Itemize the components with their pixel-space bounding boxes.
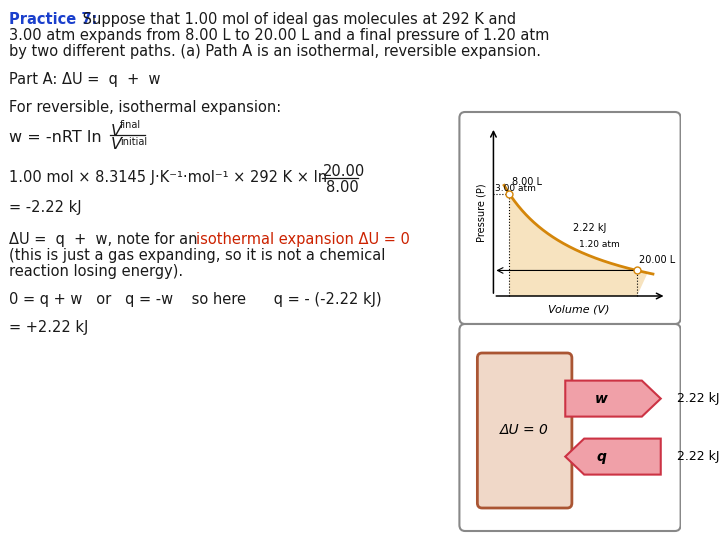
Text: For reversible, isothermal expansion:: For reversible, isothermal expansion:	[9, 100, 282, 115]
Text: Pressure (P): Pressure (P)	[476, 184, 486, 242]
FancyArrow shape	[565, 381, 661, 416]
Text: 2.22 kJ: 2.22 kJ	[677, 392, 719, 405]
Text: Suppose that 1.00 mol of ideal gas molecules at 292 K and: Suppose that 1.00 mol of ideal gas molec…	[78, 12, 516, 27]
Text: Volume (V): Volume (V)	[548, 304, 609, 314]
Text: reaction losing energy).: reaction losing energy).	[9, 264, 184, 279]
Text: 8.00: 8.00	[326, 180, 359, 195]
Text: = +2.22 kJ: = +2.22 kJ	[9, 320, 89, 335]
Text: 3.00 atm: 3.00 atm	[495, 184, 536, 193]
Text: w: w	[595, 392, 608, 406]
Text: q: q	[597, 450, 606, 464]
Text: initial: initial	[120, 137, 147, 147]
Text: = -2.22 kJ: = -2.22 kJ	[9, 200, 82, 215]
FancyArrow shape	[565, 438, 661, 475]
Polygon shape	[509, 194, 647, 296]
FancyBboxPatch shape	[459, 324, 680, 531]
FancyBboxPatch shape	[459, 112, 680, 324]
Text: by two different paths. (a) Path A is an isothermal, reversible expansion.: by two different paths. (a) Path A is an…	[9, 44, 541, 59]
Text: 1.20 atm: 1.20 atm	[578, 240, 619, 249]
Text: 2.22 kJ: 2.22 kJ	[677, 450, 719, 463]
Text: V: V	[111, 124, 122, 139]
Text: 20.00: 20.00	[323, 164, 366, 179]
Text: 20.00 L: 20.00 L	[639, 255, 675, 266]
Text: (this is just a gas expanding, so it is not a chemical: (this is just a gas expanding, so it is …	[9, 248, 386, 263]
Text: 2.22 kJ: 2.22 kJ	[573, 223, 606, 233]
Text: Practice 7:: Practice 7:	[9, 12, 98, 27]
Text: Part A: ΔU =  q  +  w: Part A: ΔU = q + w	[9, 72, 161, 87]
Text: ΔU = 0: ΔU = 0	[500, 423, 549, 437]
Text: V: V	[111, 137, 122, 152]
FancyBboxPatch shape	[477, 353, 572, 508]
Text: isothermal expansion ΔU = 0: isothermal expansion ΔU = 0	[196, 232, 410, 247]
Text: 8.00 L: 8.00 L	[512, 177, 542, 187]
Text: 0 = q + w   or   q = -w    so here      q = - (-2.22 kJ): 0 = q + w or q = -w so here q = - (-2.22…	[9, 292, 382, 307]
Text: final: final	[120, 120, 141, 130]
Text: w = -nRT ln: w = -nRT ln	[9, 130, 102, 145]
Text: 3.00 atm expands from 8.00 L to 20.00 L and a final pressure of 1.20 atm: 3.00 atm expands from 8.00 L to 20.00 L …	[9, 28, 550, 43]
Text: ΔU =  q  +  w, note for an: ΔU = q + w, note for an	[9, 232, 202, 247]
Text: 1.00 mol × 8.3145 J·K⁻¹·mol⁻¹ × 292 K × ln: 1.00 mol × 8.3145 J·K⁻¹·mol⁻¹ × 292 K × …	[9, 170, 328, 185]
